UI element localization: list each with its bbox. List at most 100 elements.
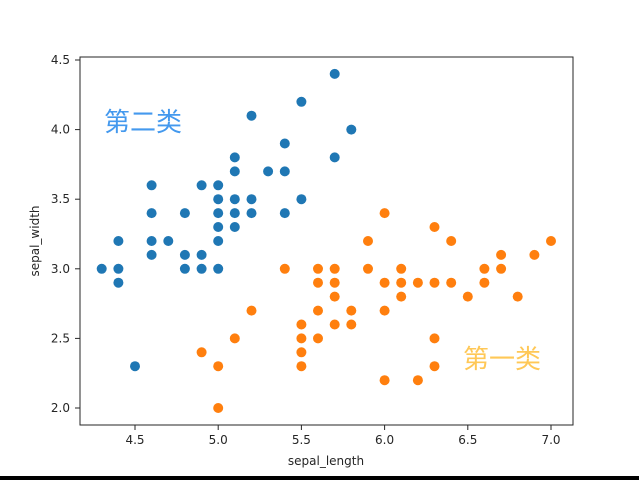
data-point <box>346 124 357 135</box>
data-point <box>279 263 290 274</box>
data-point <box>130 361 140 372</box>
y-tick-label: 2.0 <box>51 401 70 415</box>
data-point <box>246 194 257 205</box>
data-point <box>379 375 390 386</box>
data-point <box>546 236 556 246</box>
window-bottom-border <box>0 476 639 480</box>
data-point <box>279 138 290 149</box>
data-point <box>396 263 407 274</box>
data-point <box>329 277 340 288</box>
data-point <box>279 208 290 219</box>
data-point <box>296 361 307 372</box>
y-axis-label: sepal_width <box>28 205 42 276</box>
data-point <box>146 180 157 191</box>
data-point <box>179 249 190 260</box>
data-point <box>229 194 240 205</box>
data-point <box>113 236 124 246</box>
data-point <box>462 291 473 302</box>
data-point <box>446 277 457 288</box>
data-point <box>229 222 240 232</box>
x-axis-ticks: 4.5 5.0 5.5 6.0 6.5 7.0 <box>125 425 561 447</box>
x-tick-label: 7.0 <box>541 433 560 447</box>
data-points <box>96 68 556 413</box>
data-point <box>446 236 457 246</box>
data-point <box>396 291 407 302</box>
data-point <box>329 68 340 79</box>
annotation-first-class: 第一类 <box>463 345 541 375</box>
x-tick-label: 6.0 <box>375 433 394 447</box>
y-axis-ticks: 2.0 2.5 3.0 3.5 4.0 4.5 <box>51 53 80 415</box>
data-point <box>229 152 240 163</box>
data-point <box>213 236 224 246</box>
x-tick-label: 5.5 <box>292 433 311 447</box>
data-point <box>296 194 307 205</box>
data-point <box>213 263 224 274</box>
data-point <box>429 361 440 372</box>
data-point <box>296 347 307 358</box>
data-point <box>213 361 224 372</box>
data-point <box>96 263 107 274</box>
data-point <box>246 305 257 316</box>
x-tick-label: 6.5 <box>458 433 477 447</box>
data-point <box>146 208 157 219</box>
data-point <box>296 319 307 330</box>
x-axis-label: sepal_length <box>288 454 364 468</box>
data-point <box>163 236 174 246</box>
data-point <box>429 277 440 288</box>
data-point <box>246 110 257 121</box>
data-point <box>512 291 523 302</box>
y-tick-label: 4.0 <box>51 123 70 137</box>
data-point <box>479 263 490 274</box>
data-point <box>363 263 373 274</box>
data-point <box>379 277 390 288</box>
x-tick-label: 5.0 <box>209 433 228 447</box>
data-point <box>113 263 124 274</box>
data-point <box>213 222 224 232</box>
data-point <box>213 194 224 205</box>
data-point <box>496 249 507 260</box>
data-point <box>246 208 257 219</box>
data-point <box>196 263 207 274</box>
data-point <box>379 208 390 219</box>
data-point <box>346 319 357 330</box>
data-point <box>229 166 240 177</box>
data-point <box>196 249 207 260</box>
data-point <box>412 375 423 386</box>
data-point <box>313 305 323 316</box>
y-tick-label: 2.5 <box>51 331 70 345</box>
annotation-second-class: 第二类 <box>104 108 182 138</box>
data-point <box>329 263 340 274</box>
data-point <box>313 333 323 344</box>
y-tick-label: 4.5 <box>51 53 70 67</box>
data-point <box>213 208 224 219</box>
data-point <box>412 277 423 288</box>
data-point <box>113 277 124 288</box>
data-point <box>213 403 224 413</box>
data-point <box>146 249 157 260</box>
data-point <box>479 277 490 288</box>
data-point <box>196 180 207 191</box>
data-point <box>329 319 340 330</box>
data-point <box>363 236 373 246</box>
data-point <box>229 208 240 219</box>
data-point <box>346 305 357 316</box>
data-point <box>396 277 407 288</box>
data-point <box>313 263 323 274</box>
data-point <box>279 166 290 177</box>
y-tick-label: 3.5 <box>51 192 70 206</box>
data-point <box>263 166 274 177</box>
data-point <box>313 277 323 288</box>
data-point <box>329 291 340 302</box>
data-point <box>379 305 390 316</box>
x-tick-label: 4.5 <box>125 433 144 447</box>
data-point <box>496 263 507 274</box>
data-point <box>196 347 207 358</box>
y-tick-label: 3.0 <box>51 262 70 276</box>
data-point <box>179 263 190 274</box>
data-point <box>429 222 440 232</box>
data-point <box>179 208 190 219</box>
data-point <box>529 249 540 260</box>
data-point <box>296 333 307 344</box>
data-point <box>146 236 157 246</box>
